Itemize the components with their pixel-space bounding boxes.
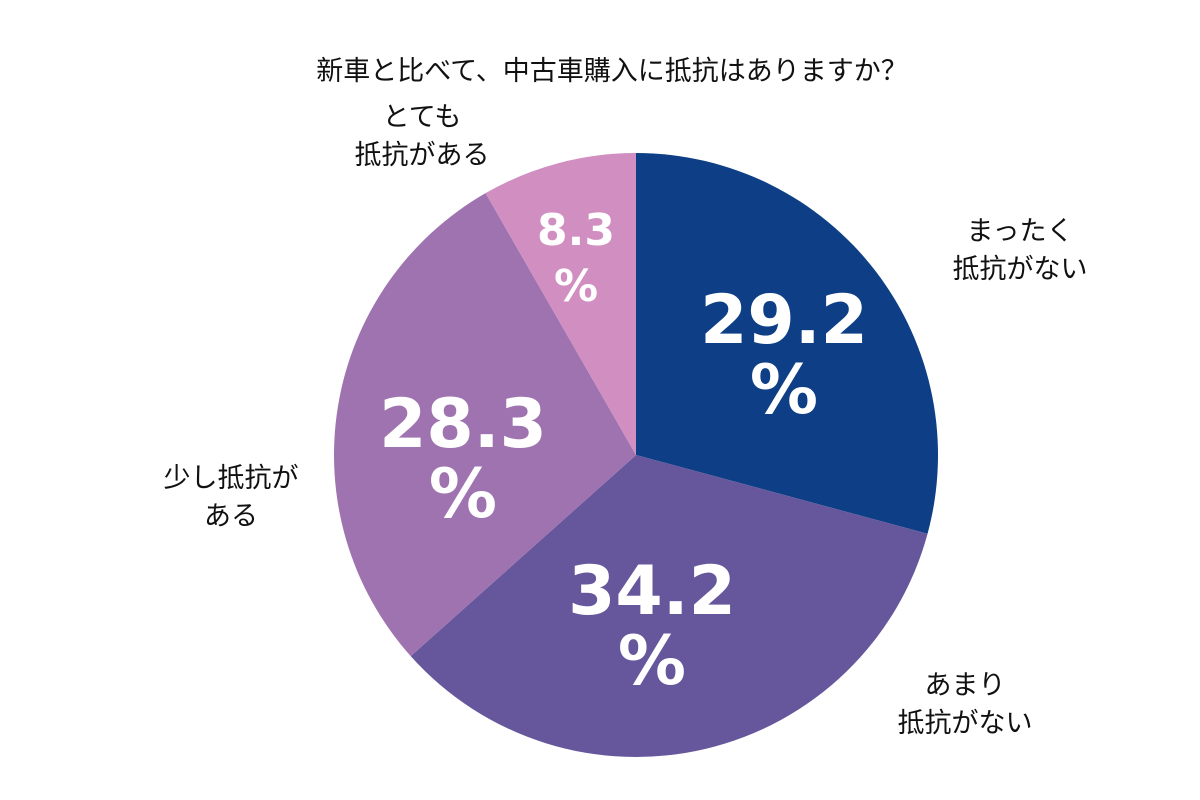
slice-category-label-1-line-1: まったく xyxy=(967,216,1074,247)
pie-slice-4 xyxy=(485,153,636,455)
slice-value-label-1: 29.2 xyxy=(700,281,868,360)
slice-unit-label-1: % xyxy=(750,351,818,430)
slice-category-label-2-line-1: あまり xyxy=(925,670,1006,701)
slice-unit-label-4: % xyxy=(554,261,598,312)
slice-unit-label-3: % xyxy=(429,455,497,534)
pie-slice-1 xyxy=(636,152,939,534)
slice-category-label-2-line-2: 抵抗がない xyxy=(898,708,1033,739)
slice-category-label-4-line-1: とても xyxy=(383,102,462,133)
slice-value-label-3: 28.3 xyxy=(379,385,547,464)
slice-category-label-4-line-2: 抵抗がある xyxy=(355,140,490,171)
slice-value-label-4: 8.3 xyxy=(537,205,615,256)
slice-category-label-3-line-2: ある xyxy=(204,501,258,532)
chart-title: 新車と比べて、中古車購入に抵抗はありますか？ xyxy=(316,56,908,87)
slice-category-label-1-line-2: 抵抗がない xyxy=(953,254,1088,285)
slice-unit-label-2: % xyxy=(618,622,686,701)
pie-slices xyxy=(333,152,939,758)
slice-category-label-3-line-1: 少し抵抗が xyxy=(164,463,299,494)
percentage-labels: 29.2%34.2%28.3%8.3% xyxy=(379,205,868,701)
slice-value-label-2: 34.2 xyxy=(568,552,736,631)
pie-slice-3 xyxy=(333,193,636,657)
pie-slice-2 xyxy=(410,455,928,758)
